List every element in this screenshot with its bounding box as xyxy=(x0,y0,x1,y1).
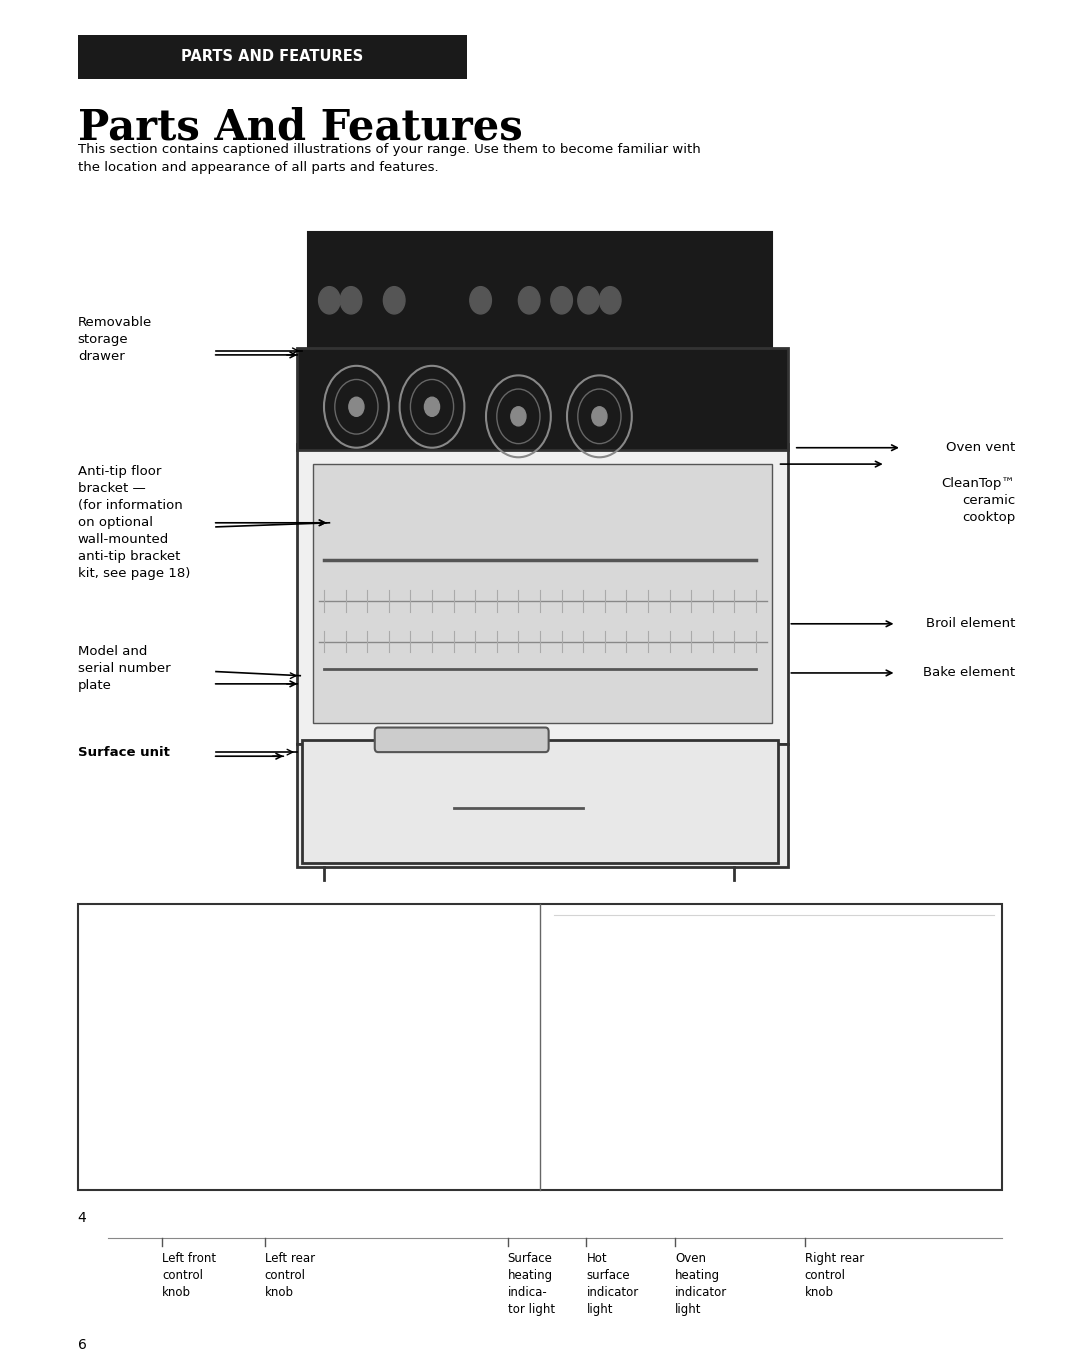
FancyBboxPatch shape xyxy=(302,740,778,863)
Text: not for potholder contact nor
heating element in oven.
•Use care when opening ov: not for potholder contact nor heating el… xyxy=(554,904,797,1024)
Text: This section contains captioned illustrations of your range. Use them to become : This section contains captioned illustra… xyxy=(78,143,701,175)
FancyBboxPatch shape xyxy=(375,728,549,752)
Text: Anti-tip floor
bracket —
(for information
on optional
wall-mounted
anti-tip brac: Anti-tip floor bracket — (for informatio… xyxy=(78,465,190,580)
Circle shape xyxy=(578,287,599,314)
Text: Oven vent: Oven vent xyxy=(946,441,1015,455)
FancyBboxPatch shape xyxy=(297,444,788,744)
Text: Hot
surface
indicator
light: Hot surface indicator light xyxy=(586,1252,638,1316)
Text: Surface
heating
indica-
tor light: Surface heating indica- tor light xyxy=(508,1252,555,1316)
Circle shape xyxy=(383,287,405,314)
FancyBboxPatch shape xyxy=(297,744,788,867)
Text: Oven
heating
indicator
light: Oven heating indicator light xyxy=(675,1252,727,1316)
Text: Left rear
control
knob: Left rear control knob xyxy=(265,1252,314,1298)
Text: Surface unit: Surface unit xyxy=(78,745,170,759)
FancyBboxPatch shape xyxy=(78,35,467,79)
Circle shape xyxy=(599,287,621,314)
Circle shape xyxy=(319,287,340,314)
Text: CleanTop™
ceramic
cooktop: CleanTop™ ceramic cooktop xyxy=(942,478,1015,524)
FancyBboxPatch shape xyxy=(313,464,772,723)
Circle shape xyxy=(340,287,362,314)
Text: Broil element: Broil element xyxy=(926,617,1015,631)
Text: PARTS AND FEATURES: PARTS AND FEATURES xyxy=(181,49,363,64)
Text: Bake element: Bake element xyxy=(923,666,1015,680)
Text: 6: 6 xyxy=(78,1338,86,1351)
FancyBboxPatch shape xyxy=(308,232,772,348)
Text: Model and
serial number
plate: Model and serial number plate xyxy=(78,646,171,692)
Circle shape xyxy=(349,397,364,416)
Circle shape xyxy=(470,287,491,314)
Circle shape xyxy=(424,397,440,416)
Circle shape xyxy=(518,287,540,314)
Circle shape xyxy=(592,407,607,426)
Text: Removable
storage
drawer: Removable storage drawer xyxy=(78,317,152,363)
Text: Parts And Features: Parts And Features xyxy=(78,106,523,149)
Text: in the igniting of clothing or
potholders. Correct pan size
also improves cookin: in the igniting of clothing or potholder… xyxy=(89,921,315,999)
Text: 4: 4 xyxy=(78,1211,86,1224)
FancyBboxPatch shape xyxy=(78,904,1002,1190)
Text: Right rear
control
knob: Right rear control knob xyxy=(805,1252,864,1298)
Circle shape xyxy=(511,407,526,426)
FancyBboxPatch shape xyxy=(297,348,788,450)
Text: Left front
control
knob: Left front control knob xyxy=(162,1252,216,1298)
Circle shape xyxy=(551,287,572,314)
